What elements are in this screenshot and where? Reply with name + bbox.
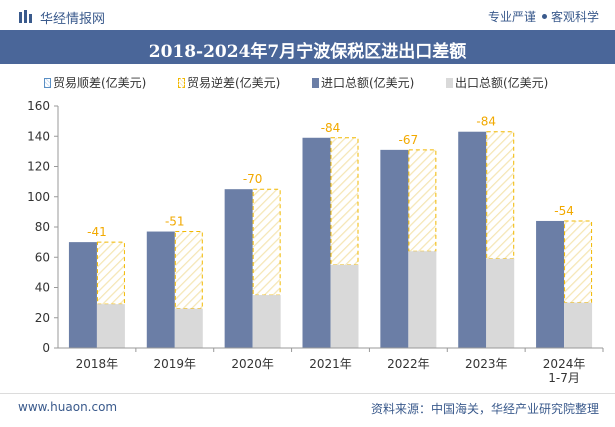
legend-swatch-import [312,78,319,88]
bar-export [252,295,281,348]
title-bar: 2018-2024年7月宁波保税区进出口差额 [0,30,615,64]
bar-export [486,258,515,348]
dot-icon [541,14,547,19]
legend-swatch-surplus [44,78,51,88]
y-tick-label: 100 [27,190,50,204]
bar-deficit [330,137,359,266]
legend-label-surplus: 贸易顺差(亿美元) [53,76,147,90]
bar-import [68,242,97,348]
y-tick-label: 40 [35,281,50,295]
y-tick-label: 0 [42,341,50,355]
bar-deficit [174,231,203,310]
bar-deficit [252,188,281,296]
data-label-deficit: -70 [243,172,263,186]
legend-label-deficit: 贸易逆差(亿美元) [187,76,281,90]
legend-item-import: 进口总额(亿美元) [312,74,414,91]
bar-export [330,264,359,348]
bar-export [564,302,593,348]
y-tick-label: 140 [27,129,50,143]
legend-swatch-export [446,78,453,88]
footer-divider [0,393,615,394]
x-tick-label: 2021年 [309,357,352,371]
data-label-deficit: -84 [476,115,496,129]
data-label-deficit: -41 [87,225,107,239]
x-tick-label: 2018年 [76,357,119,371]
legend-item-surplus: 贸易顺差(亿美元) [44,74,146,91]
slogan-left: 专业严谨 [487,10,536,24]
data-label-deficit: -67 [399,133,419,147]
bar-deficit [486,131,515,260]
x-tick-label: 2023年 [465,357,508,371]
x-tick-label: 2019年 [154,357,197,371]
logo-icon [19,10,32,23]
bar-import [458,131,487,348]
y-tick-label: 80 [35,220,50,234]
data-label-deficit: -54 [554,204,574,218]
bar-import [380,149,409,348]
chart-legend: 贸易顺差(亿美元) 贸易逆差(亿美元) 进口总额(亿美元) 出口总额(亿美元) [44,74,604,92]
bar-deficit [408,149,437,252]
legend-item-deficit: 贸易逆差(亿美元) [178,74,280,91]
bar-deficit [564,220,593,304]
footer-website: www.huaon.com [18,400,118,414]
y-tick-label: 20 [35,311,50,325]
data-label-deficit: -51 [165,215,185,229]
bar-import [536,220,565,348]
y-tick-label: 60 [35,250,50,264]
bar-import [224,189,253,348]
bar-deficit [96,241,125,305]
chart-title: 2018-2024年7月宁波保税区进出口差额 [148,42,467,62]
bar-export [96,304,125,348]
y-tick-label: 160 [27,99,50,113]
top-bar: 华经情报网 专业严谨 客观科学 [0,0,615,30]
brand-name: 华经情报网 [40,12,106,27]
legend-label-export: 出口总额(亿美元) [455,76,549,90]
bar-import [302,137,331,348]
chart-plot: -41 -51 -70 -84 -67 -84 -54 0 20 40 60 80 100 120 140… [27,99,604,385]
legend-swatch-deficit [178,78,185,88]
slogan: 专业严谨 客观科学 [488,8,599,25]
x-tick-label: 2022年 [387,357,430,371]
x-tick-label: 2020年 [231,357,274,371]
footer-source: 资料来源：中国海关，华经产业研究院整理 [370,402,599,416]
x-tick-label: 2024年 1-7月 [543,357,586,385]
bar-import [146,231,175,348]
slogan-right: 客观科学 [550,10,599,24]
data-label-deficit: -84 [321,121,341,135]
legend-item-export: 出口总额(亿美元) [446,74,548,91]
bar-export [174,308,203,348]
legend-label-import: 进口总额(亿美元) [321,76,415,90]
bar-export [408,251,437,348]
y-tick-label: 120 [27,160,50,174]
